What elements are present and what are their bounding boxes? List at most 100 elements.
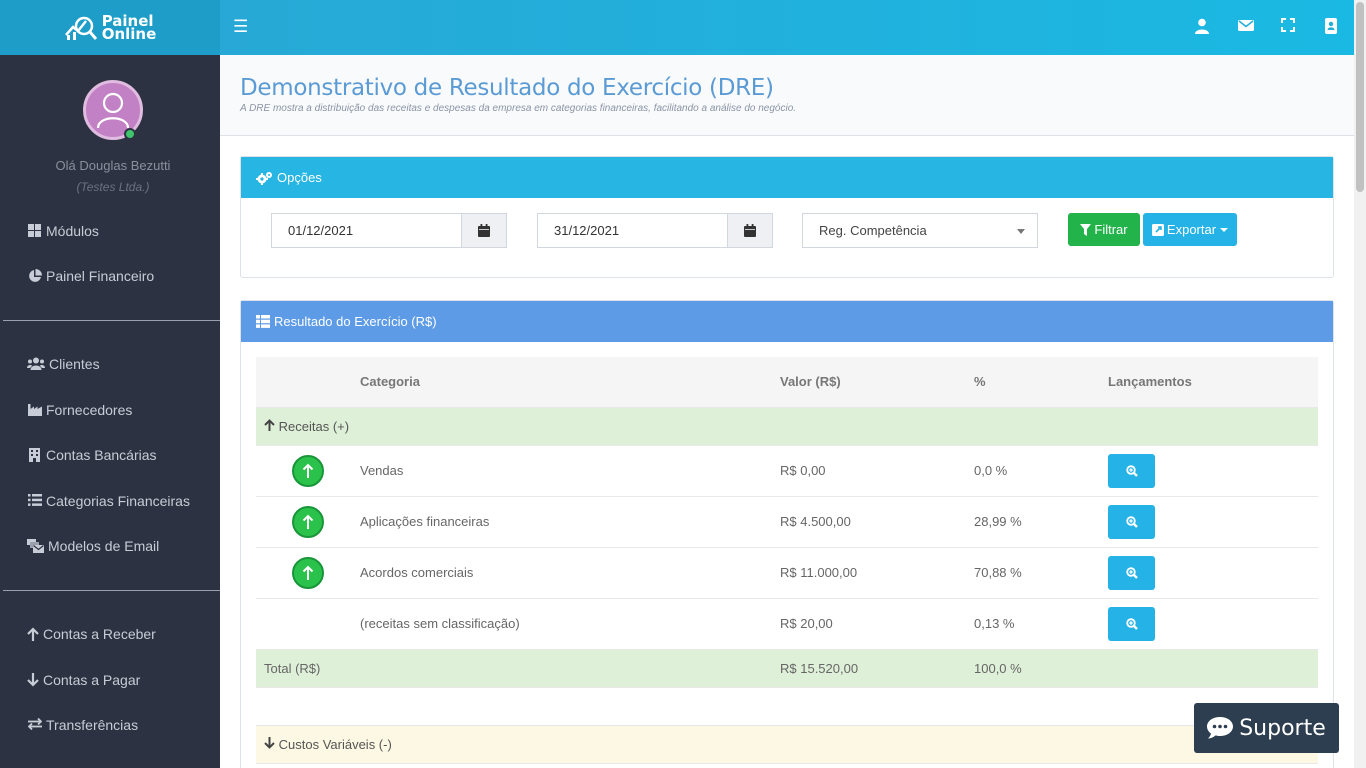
sidebar-item-contas-bancarias[interactable]: Contas Bancárias: [27, 447, 157, 463]
mail-bulk-icon: [27, 539, 44, 553]
table-row: Aplicações financeiras R$ 4.500,00 28,99…: [256, 496, 1318, 548]
regime-select[interactable]: Reg. Competência: [802, 213, 1038, 248]
user-icon[interactable]: [1195, 18, 1211, 36]
arrow-down-icon: [27, 673, 39, 687]
variable-costs-group-row: Custos Variáveis (-): [256, 725, 1318, 764]
view-entries-button[interactable]: [1108, 606, 1155, 641]
date-from-group: [271, 213, 507, 248]
revenue-group-label: Receitas (+): [256, 407, 1318, 446]
sidebar-item-label: Painel Financeiro: [46, 268, 155, 284]
row-icon-cell: [256, 547, 360, 599]
total-actions: [1108, 649, 1318, 688]
pie-chart-icon: [27, 269, 42, 283]
row-actions: [1108, 598, 1318, 650]
support-button-label: Suporte: [1239, 715, 1326, 741]
revenue-group-row: Receitas (+): [256, 407, 1318, 446]
sidebar-item-fornecedores[interactable]: Fornecedores: [27, 402, 132, 418]
chart-search-icon: [64, 16, 97, 40]
search-plus-icon: [1125, 566, 1138, 579]
sidebar-item-clientes[interactable]: Clientes: [27, 356, 100, 372]
row-category: Acordos comerciais: [360, 547, 780, 599]
page-scrollbar[interactable]: [1354, 0, 1366, 768]
date-from-input[interactable]: [271, 213, 461, 248]
sidebar-item-label: Contas Bancárias: [46, 447, 157, 463]
row-percent: 0,13 %: [974, 598, 1108, 650]
sidebar-item-transferencias[interactable]: Transferências: [27, 717, 138, 733]
row-actions: [1108, 547, 1318, 599]
date-to-input[interactable]: [537, 213, 727, 248]
sidebar-item-contas-a-pagar[interactable]: Contas a Pagar: [27, 672, 140, 688]
arrow-circle-up-icon: [292, 454, 324, 487]
view-entries-button[interactable]: [1108, 504, 1155, 539]
sidebar-item-modulos[interactable]: Módulos: [27, 223, 99, 239]
grid-icon: [27, 224, 42, 238]
sidebar-item-categorias-financeiras[interactable]: Categorias Financeiras: [27, 493, 190, 509]
arrow-circle-up-icon: [292, 556, 324, 589]
sidebar-item-painel-financeiro[interactable]: Painel Financeiro: [27, 268, 154, 284]
fullscreen-icon[interactable]: [1281, 18, 1297, 36]
column-header-valor: Valor (R$): [780, 357, 974, 408]
regime-select-value: Reg. Competência: [819, 223, 927, 238]
building-icon: [27, 448, 42, 462]
row-actions: [1108, 496, 1318, 548]
table-icon: [256, 315, 270, 328]
sidebar-item-label: Contas a Pagar: [43, 672, 141, 688]
row-percent: 28,99 %: [974, 496, 1108, 548]
view-entries-button[interactable]: [1108, 555, 1155, 590]
sidebar-item-label: Contas a Receber: [43, 626, 156, 642]
row-value: R$ 11.000,00: [780, 547, 974, 599]
address-book-icon[interactable]: [1324, 18, 1340, 36]
sidebar: Olá Douglas Bezutti (Testes Ltda.) Módul…: [0, 55, 220, 768]
support-button[interactable]: Suporte: [1194, 703, 1339, 753]
hamburger-icon[interactable]: ☰: [233, 17, 249, 36]
sidebar-item-label: Módulos: [46, 223, 99, 239]
filter-button-label: Filtrar: [1094, 222, 1128, 237]
exchange-icon: [27, 717, 42, 732]
page-title: Demonstrativo de Resultado do Exercício …: [240, 75, 774, 101]
filter-button[interactable]: Filtrar: [1068, 213, 1140, 246]
calendar-icon[interactable]: [727, 213, 773, 248]
export-button[interactable]: Exportar: [1143, 213, 1237, 246]
revenue-group-text: Receitas (+): [278, 418, 350, 434]
sidebar-item-contas-a-receber[interactable]: Contas a Receber: [27, 626, 156, 642]
top-header: Painel Online ☰: [0, 0, 1354, 55]
row-icon-cell: [256, 598, 360, 650]
search-plus-icon: [1125, 617, 1138, 630]
sidebar-divider: [3, 320, 220, 321]
row-category: Vendas: [360, 445, 780, 497]
brand-logo[interactable]: Painel Online: [0, 0, 220, 55]
brand-line-2: Online: [101, 24, 157, 43]
column-header-percent: %: [974, 357, 1108, 408]
caret-down-icon: [1017, 229, 1025, 234]
external-link-icon: [1151, 223, 1164, 236]
options-panel: Opções Reg. Competência Filtrar Exportar: [240, 156, 1334, 278]
export-button-label: Exportar: [1166, 222, 1217, 237]
user-greeting: Olá Douglas Bezutti: [55, 158, 171, 173]
calendar-icon[interactable]: [461, 213, 507, 248]
envelope-icon[interactable]: [1238, 18, 1254, 36]
cogs-icon: [256, 171, 272, 185]
date-to-group: [537, 213, 773, 248]
table-row: Acordos comerciais R$ 11.000,00 70,88 %: [256, 547, 1318, 599]
scrollbar-thumb[interactable]: [1356, 2, 1364, 192]
comment-dots-icon: [1207, 717, 1234, 739]
page-subtitle: A DRE mostra a distribuição das receitas…: [240, 103, 797, 114]
result-panel-title: Resultado do Exercício (R$): [274, 314, 437, 329]
spacer-row: [256, 687, 1318, 726]
total-percent: 100,0 %: [974, 649, 1108, 688]
spacer-cell: [256, 687, 1318, 726]
search-plus-icon: [1125, 515, 1138, 528]
list-icon: [27, 494, 42, 508]
column-header-icon: [256, 357, 360, 408]
row-category: (receitas sem classificação): [360, 598, 780, 650]
sidebar-item-modelos-de-email[interactable]: Modelos de Email: [27, 538, 159, 554]
variable-costs-group-label: Custos Variáveis (-): [256, 725, 1318, 764]
arrow-down-icon: [264, 736, 275, 749]
row-icon-cell: [256, 445, 360, 497]
header-actions: [1195, 18, 1340, 36]
filter-icon: [1080, 223, 1092, 236]
result-panel: Resultado do Exercício (R$) Categoria Va…: [240, 300, 1334, 768]
page-header: Demonstrativo de Resultado do Exercício …: [220, 55, 1354, 136]
sidebar-item-label: Clientes: [49, 356, 100, 372]
view-entries-button[interactable]: [1108, 453, 1155, 488]
